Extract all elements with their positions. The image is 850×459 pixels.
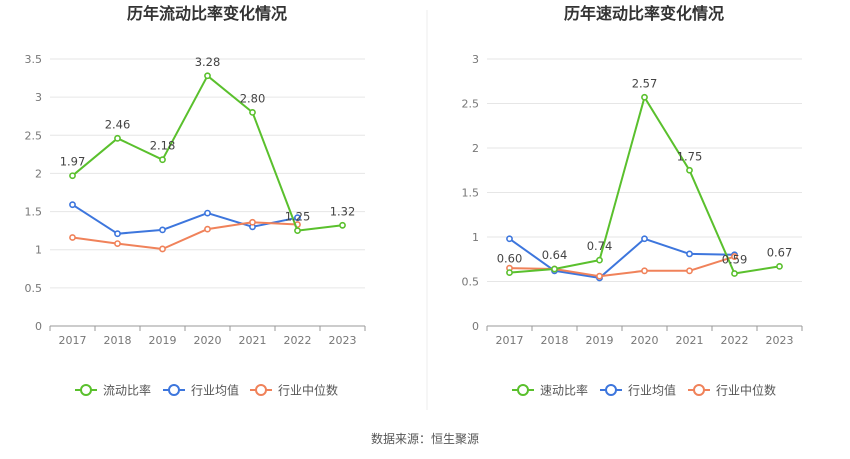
y-tick-label: 0 xyxy=(472,320,479,333)
data-point xyxy=(641,235,648,243)
x-tick-label: 2023 xyxy=(766,334,794,347)
legend-marker xyxy=(80,384,92,396)
legend-label: 行业中位数 xyxy=(716,383,776,398)
data-point xyxy=(686,267,693,275)
x-tick-label: 2017 xyxy=(59,334,87,347)
data-label: 0.67 xyxy=(767,245,793,259)
data-point xyxy=(596,272,603,280)
y-tick-label: 2.5 xyxy=(462,98,480,111)
x-tick-label: 2022 xyxy=(721,334,749,347)
data-point xyxy=(731,270,738,277)
legend-label: 速动比率 xyxy=(540,383,588,398)
data-point xyxy=(204,209,211,217)
data-point xyxy=(159,226,166,234)
y-tick-label: 1 xyxy=(35,244,42,257)
data-label: 1.32 xyxy=(330,204,356,218)
x-tick-label: 2022 xyxy=(284,334,312,347)
y-tick-label: 2.5 xyxy=(25,129,43,142)
data-point xyxy=(776,262,783,270)
y-tick-label: 0.5 xyxy=(25,282,43,295)
y-tick-label: 3 xyxy=(472,53,479,66)
x-tick-label: 2020 xyxy=(194,334,222,347)
data-label: 2.46 xyxy=(105,117,131,131)
data-label: 1.25 xyxy=(285,210,311,224)
x-tick-label: 2017 xyxy=(496,334,524,347)
data-point xyxy=(249,109,256,116)
source-note: 数据来源：恒生聚源 xyxy=(370,432,479,446)
data-point xyxy=(686,250,693,258)
series-line xyxy=(508,237,735,279)
legend-label: 行业均值 xyxy=(628,383,676,398)
data-point xyxy=(69,201,76,209)
data-label: 0.64 xyxy=(542,248,568,262)
x-tick-label: 2021 xyxy=(676,334,704,347)
series-line xyxy=(71,203,298,235)
data-point xyxy=(641,267,648,275)
data-label: 3.28 xyxy=(195,55,221,69)
data-point xyxy=(204,225,211,233)
data-point xyxy=(551,265,558,273)
data-point xyxy=(641,93,648,101)
data-point xyxy=(69,172,76,180)
legend-label: 行业中位数 xyxy=(278,383,338,398)
series-line xyxy=(71,74,343,232)
series-line xyxy=(72,221,298,250)
legend-marker xyxy=(255,384,267,396)
x-tick-label: 2020 xyxy=(631,334,659,347)
x-tick-label: 2023 xyxy=(329,334,357,347)
y-tick-label: 1 xyxy=(472,231,479,244)
data-point xyxy=(114,240,121,248)
data-label: 2.80 xyxy=(240,91,266,105)
y-tick-label: 1.5 xyxy=(462,187,480,200)
legend-marker xyxy=(168,384,180,396)
data-point xyxy=(596,256,603,264)
y-tick-label: 0 xyxy=(35,320,42,333)
y-tick-label: 1.5 xyxy=(25,206,43,219)
y-tick-label: 2 xyxy=(35,167,42,180)
data-point xyxy=(294,214,301,222)
data-point xyxy=(114,134,121,142)
data-point xyxy=(506,269,513,276)
data-point xyxy=(506,235,513,243)
data-point xyxy=(339,221,346,229)
data-label: 1.75 xyxy=(677,149,703,163)
data-point xyxy=(686,166,693,174)
x-tick-label: 2018 xyxy=(104,334,132,347)
quick-ratio-chart: 历年速动比率变化情况 0 0.5 1 1.5 2 2.5 3 2017 2018 2019 2020 2… xyxy=(462,4,803,398)
data-label: 1.97 xyxy=(60,155,86,169)
legend-label: 行业均值 xyxy=(191,383,239,398)
data-label: 0.59 xyxy=(722,252,748,266)
data-point xyxy=(114,230,121,238)
legend-marker xyxy=(605,384,617,396)
x-tick-label: 2019 xyxy=(149,334,177,347)
data-point xyxy=(69,234,76,241)
legend-marker xyxy=(517,384,529,396)
chart-title: 历年速动比率变化情况 xyxy=(564,4,724,23)
x-tick-label: 2018 xyxy=(541,334,569,347)
data-label: 2.57 xyxy=(632,76,658,90)
data-point xyxy=(159,156,166,164)
y-tick-label: 3.5 xyxy=(25,53,43,66)
y-tick-label: 3 xyxy=(35,91,42,104)
data-label: 0.60 xyxy=(497,252,523,266)
data-label: 2.18 xyxy=(150,139,176,153)
data-label: 0.74 xyxy=(587,239,613,253)
legend-label: 流动比率 xyxy=(103,383,151,398)
x-tick-label: 2019 xyxy=(586,334,614,347)
data-point xyxy=(731,253,738,260)
current-ratio-chart: 历年流动比率变化情况 0 0.5 1 1.5 2 2.5 3 3.5 2017 2018 2019 20… xyxy=(25,4,366,398)
y-tick-label: 0.5 xyxy=(462,276,480,289)
x-tick-label: 2021 xyxy=(239,334,267,347)
data-point xyxy=(294,227,301,235)
data-point xyxy=(159,245,166,253)
chart-title: 历年流动比率变化情况 xyxy=(127,4,287,23)
y-tick-label: 2 xyxy=(472,142,479,155)
data-point xyxy=(249,218,256,226)
legend-marker xyxy=(693,384,705,396)
data-point xyxy=(204,72,211,80)
